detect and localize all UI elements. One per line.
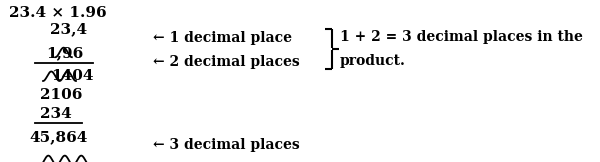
Text: 2106: 2106 bbox=[40, 88, 82, 102]
Text: 1,96: 1,96 bbox=[46, 46, 83, 60]
Text: product.: product. bbox=[340, 54, 406, 68]
Text: ← 1 decimal place: ← 1 decimal place bbox=[153, 31, 292, 45]
Text: ← 2 decimal places: ← 2 decimal places bbox=[153, 55, 300, 69]
Text: ← 3 decimal places: ← 3 decimal places bbox=[153, 138, 300, 151]
Text: 45,864: 45,864 bbox=[29, 131, 88, 145]
Text: 1404: 1404 bbox=[51, 69, 94, 83]
Text: 23,4: 23,4 bbox=[50, 23, 87, 37]
Text: 234: 234 bbox=[40, 107, 71, 121]
Text: 23.4 × 1.96: 23.4 × 1.96 bbox=[9, 6, 107, 20]
Text: 1 + 2 = 3 decimal places in the: 1 + 2 = 3 decimal places in the bbox=[340, 29, 583, 44]
